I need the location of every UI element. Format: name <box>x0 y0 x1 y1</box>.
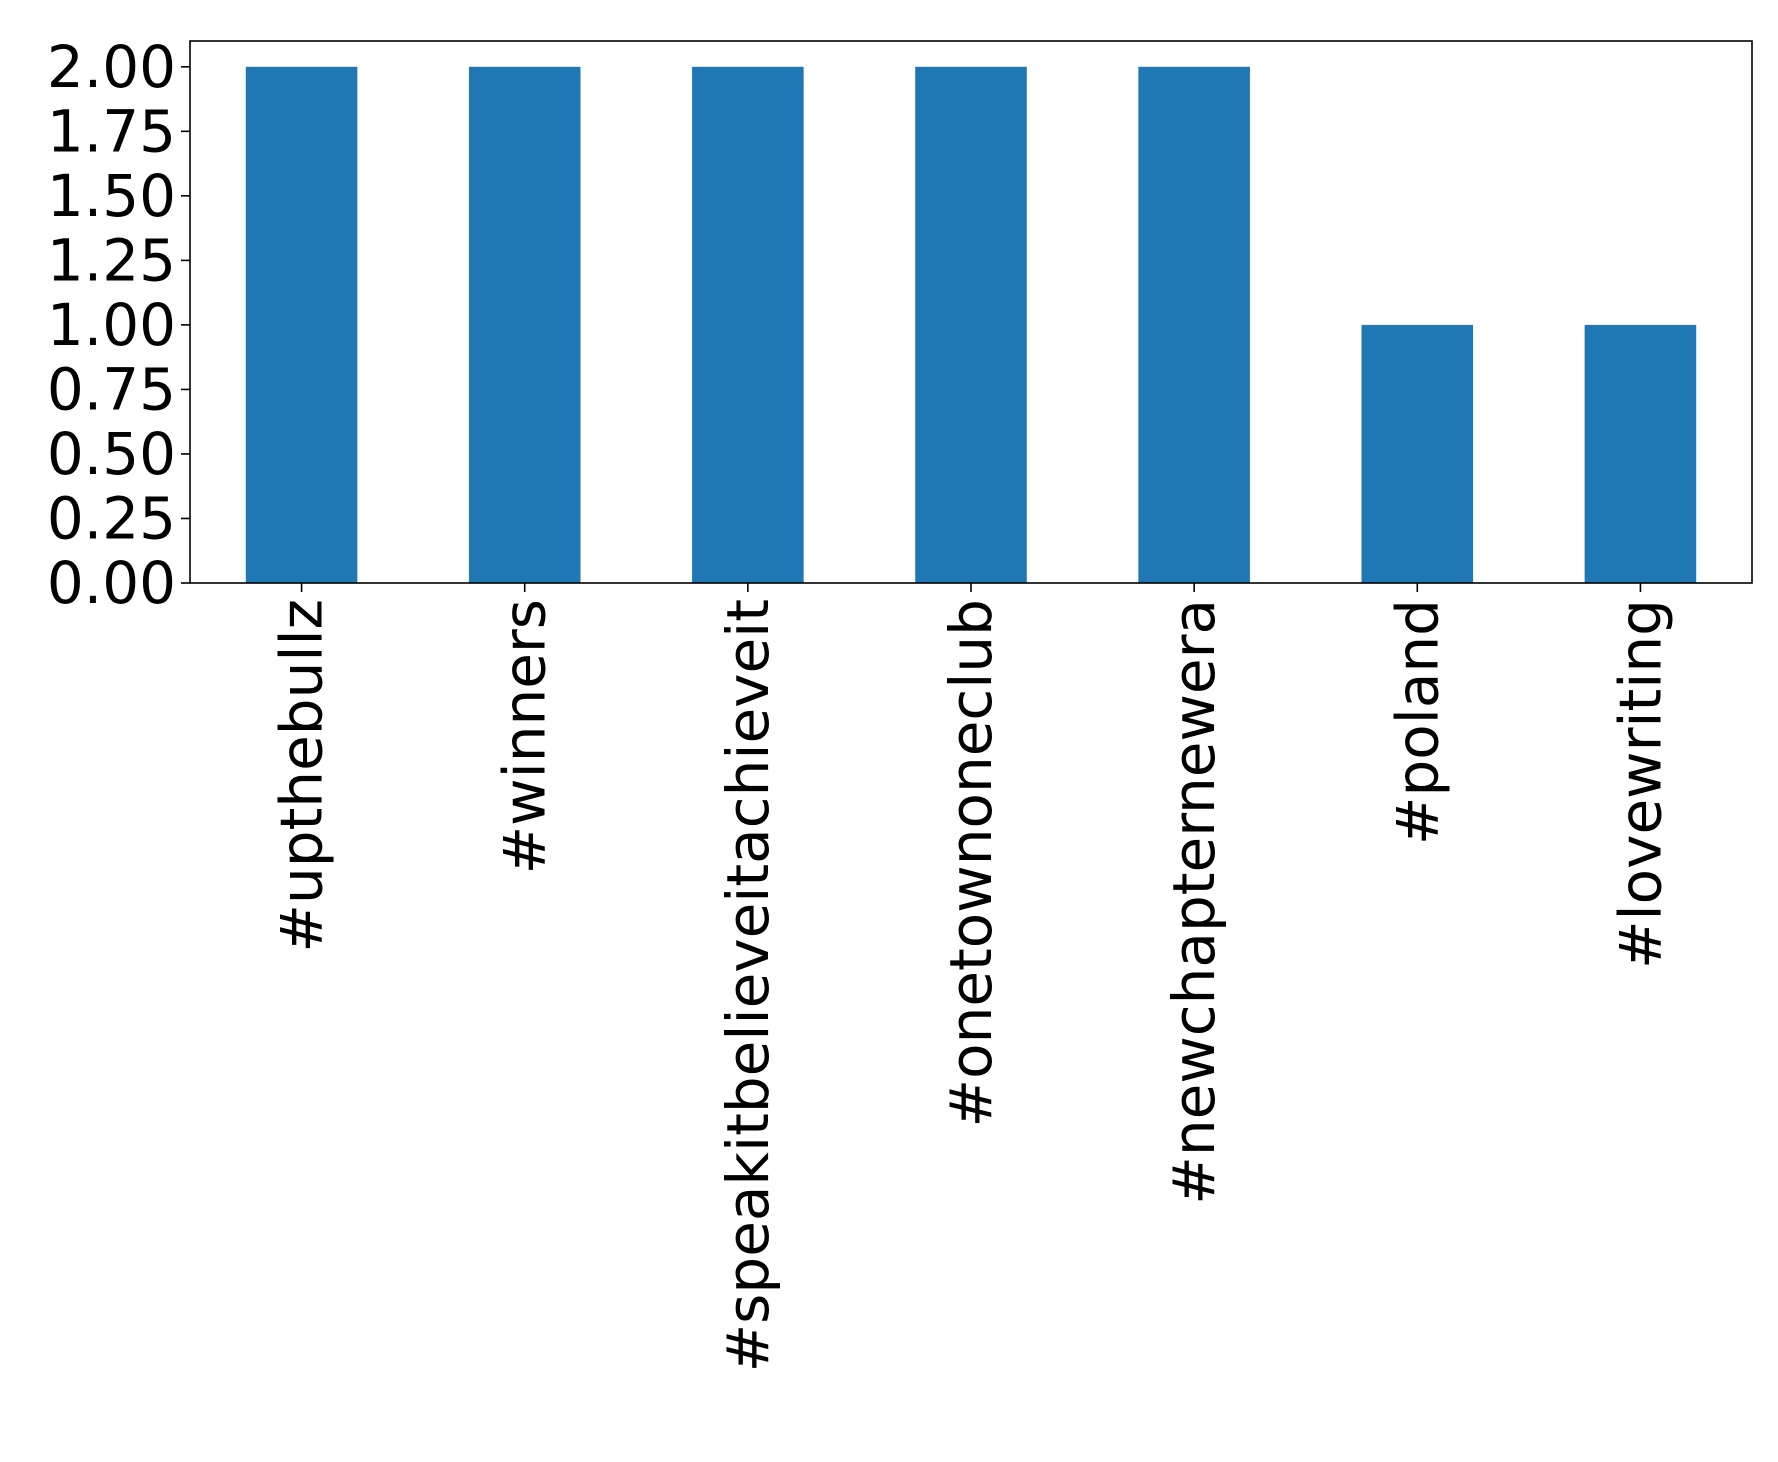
bar-lovewriting <box>1584 324 1697 583</box>
y-axis: 0.000.250.500.751.001.251.501.752.00 <box>47 33 190 617</box>
bar-onetownoneclub <box>915 66 1027 584</box>
bar-newchapternewera <box>1138 66 1250 584</box>
x-tick-label: #lovewriting <box>1606 599 1674 969</box>
y-tick-label: 1.50 <box>47 162 176 230</box>
y-tick-label: 0.50 <box>47 420 176 488</box>
y-tick-label: 2.00 <box>47 33 176 101</box>
bar-winners <box>468 66 581 584</box>
y-tick-label: 1.25 <box>47 226 176 294</box>
y-tick-label: 1.75 <box>47 97 176 165</box>
bar-upthebullz <box>245 66 358 584</box>
bar-speakitbelieveitachieveit <box>692 66 804 584</box>
y-tick-label: 0.75 <box>47 355 176 423</box>
y-tick-label: 0.25 <box>47 484 176 552</box>
x-tick-label: #winners <box>491 599 559 874</box>
x-tick-label: #speakitbelieveitachieveit <box>714 599 782 1372</box>
y-tick-label: 1.00 <box>47 291 176 359</box>
y-tick-label: 0.00 <box>47 549 176 617</box>
x-tick-label: #poland <box>1383 599 1451 845</box>
x-tick-label: #newchapternewera <box>1160 599 1228 1205</box>
x-axis: #upthebullz #winners #speakitbelieveitachi… <box>268 583 1674 1372</box>
bars-layer <box>245 66 1697 584</box>
x-tick-label: #onetownoneclub <box>937 599 1005 1127</box>
x-tick-label: #upthebullz <box>268 599 336 953</box>
bar-poland <box>1361 324 1474 583</box>
